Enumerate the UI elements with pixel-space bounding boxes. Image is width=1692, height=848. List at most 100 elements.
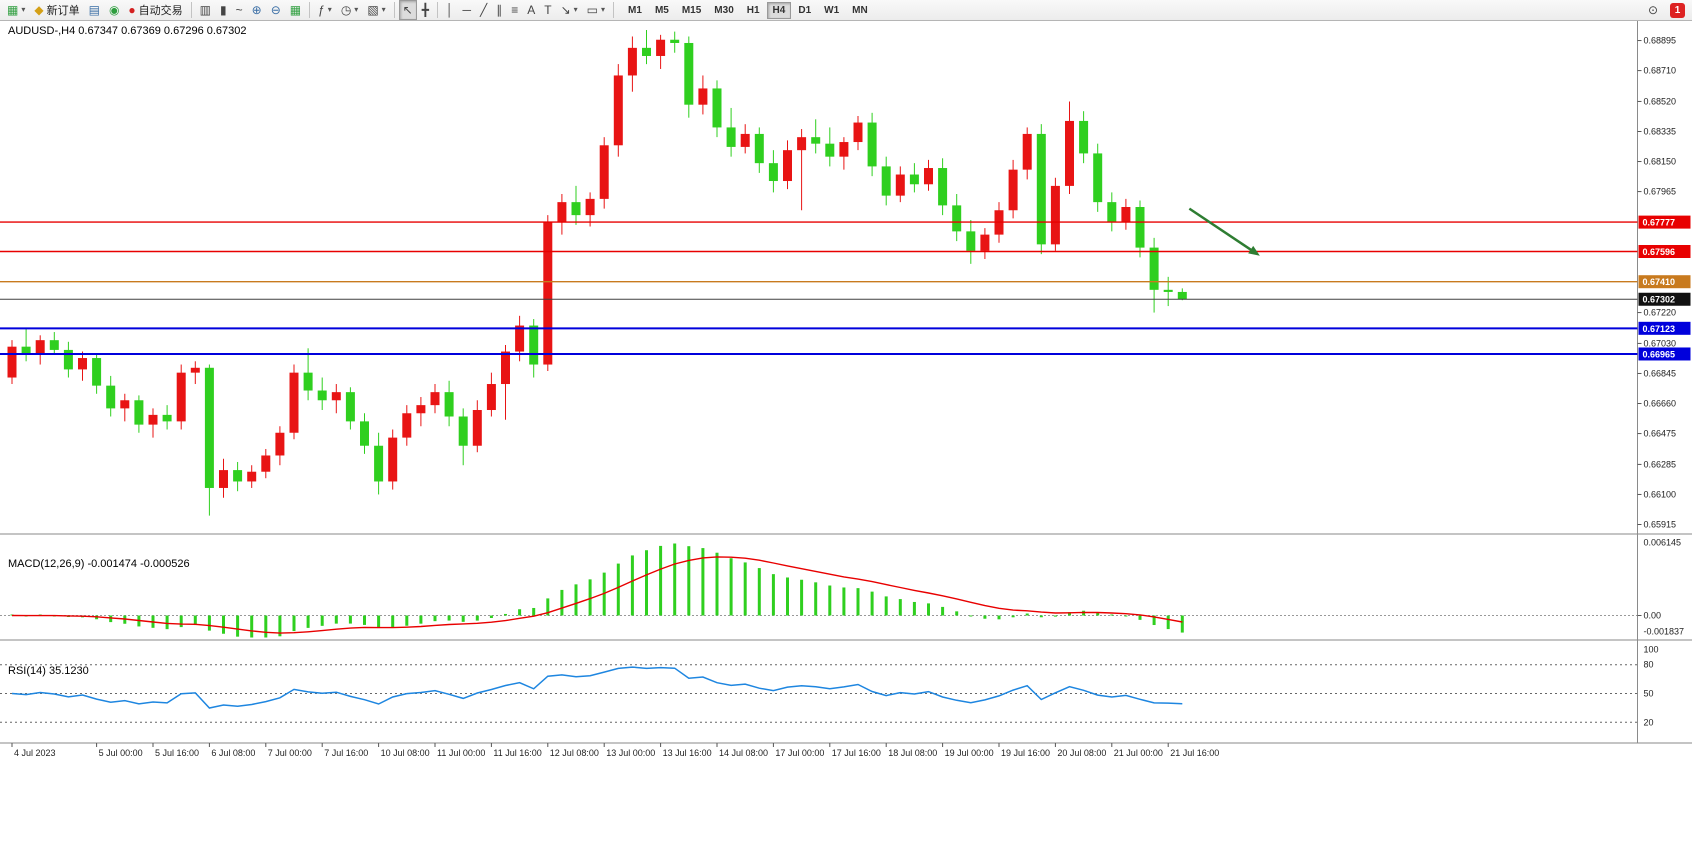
- auto-trading-label: 自动交易: [138, 5, 183, 17]
- macd-bar: [433, 615, 437, 622]
- fibonacci-tool-button[interactable]: ≡: [507, 0, 522, 20]
- market-depth-button[interactable]: ▤: [85, 0, 104, 20]
- macd-axis-zero: 0.00: [1644, 611, 1662, 621]
- cursor-tool-button[interactable]: ↖: [398, 0, 417, 20]
- time-label: 5 Jul 00:00: [99, 748, 143, 758]
- chevron-down-icon: ▾: [327, 5, 332, 14]
- macd-bar: [1096, 612, 1100, 616]
- notification-badge[interactable]: 1: [1670, 2, 1685, 18]
- macd-bar: [306, 615, 310, 628]
- candle-body: [1121, 207, 1131, 222]
- tile-windows-button[interactable]: ▦: [286, 0, 305, 20]
- search-button[interactable]: ⊙: [1644, 0, 1662, 20]
- macd-bar: [757, 568, 761, 616]
- arrows-tool-button[interactable]: ↘ ▾: [557, 0, 582, 20]
- macd-bar: [997, 615, 1001, 620]
- line-chart-button[interactable]: ~: [232, 0, 247, 20]
- price-tick-label: 0.68710: [1644, 66, 1677, 76]
- macd-bar: [786, 577, 789, 616]
- zoom-out-button[interactable]: ⊖: [267, 0, 285, 20]
- chevron-down-icon: ▾: [381, 5, 386, 14]
- candlestick-chart-button[interactable]: ▮: [216, 0, 231, 20]
- price-tick-label: 0.66475: [1644, 429, 1677, 439]
- candle-body: [966, 231, 976, 251]
- horizontal-line-icon: ─: [462, 3, 471, 17]
- macd-bar: [109, 615, 113, 623]
- tf-m5-button[interactable]: M5: [654, 4, 669, 16]
- new-order-button[interactable]: ◆ 新订单: [30, 0, 83, 20]
- trendline-tool-button[interactable]: ╱: [476, 0, 491, 20]
- shapes-tool-button[interactable]: ▭ ▾: [583, 0, 609, 20]
- tf-m15-button[interactable]: M15: [681, 4, 702, 16]
- market-depth-icon: ▤: [88, 3, 100, 17]
- periods-button[interactable]: ◷ ▾: [337, 0, 363, 20]
- price-tick-label: 0.67965: [1644, 187, 1677, 197]
- candle-body: [219, 470, 228, 488]
- signals-button[interactable]: ◉: [105, 0, 123, 20]
- new-chart-button[interactable]: ▦ ▾: [3, 0, 29, 20]
- price-tag-label: 0.67410: [1643, 277, 1676, 287]
- candle-body: [458, 416, 468, 446]
- tf-mn-button[interactable]: MN: [852, 4, 868, 16]
- macd-bar: [504, 613, 507, 616]
- tf-m1-button[interactable]: M1: [628, 4, 642, 16]
- macd-bar: [856, 588, 860, 616]
- candle-body: [233, 470, 243, 482]
- candle-body: [1050, 185, 1060, 245]
- bar-chart-button[interactable]: ▥: [196, 0, 215, 20]
- price-tag-label: 0.67777: [1643, 218, 1676, 228]
- macd-bar: [588, 579, 592, 616]
- bid-price-tag: [1638, 292, 1691, 306]
- price-tag-label: 0.67596: [1643, 247, 1676, 257]
- templates-button[interactable]: ▧ ▾: [363, 0, 389, 20]
- candle-body: [1079, 120, 1089, 154]
- candle-body: [1163, 289, 1173, 292]
- price-tick-label: 0.67030: [1644, 338, 1677, 348]
- macd-bar: [1082, 610, 1086, 616]
- price-tick-label: 0.66660: [1644, 399, 1677, 409]
- text-tool-button[interactable]: A: [523, 0, 539, 20]
- tf-w1-button[interactable]: W1: [824, 4, 840, 16]
- indicators-button[interactable]: ƒ ▾: [314, 0, 336, 20]
- time-label: 10 Jul 08:00: [381, 748, 430, 758]
- horizontal-line-tool-button[interactable]: ─: [458, 0, 475, 20]
- candle-body: [1093, 153, 1103, 203]
- tf-m30-button[interactable]: M30: [714, 4, 734, 16]
- auto-trading-button[interactable]: ● 自动交易: [124, 0, 186, 20]
- candle-body: [585, 198, 595, 216]
- macd-bar: [630, 555, 634, 616]
- channel-tool-button[interactable]: ∥: [492, 0, 506, 20]
- macd-bar: [1025, 613, 1029, 616]
- zoom-in-button[interactable]: ⊕: [248, 0, 266, 20]
- arrow-annotation-head[interactable]: [1248, 245, 1260, 256]
- price-tick-label: 0.66845: [1644, 368, 1677, 378]
- crosshair-icon: ╋: [421, 3, 429, 17]
- time-label: 13 Jul 00:00: [606, 748, 655, 758]
- candle-body: [825, 143, 835, 157]
- time-label: 7 Jul 16:00: [324, 748, 368, 758]
- chevron-down-icon: ▾: [573, 5, 578, 14]
- macd-bar: [828, 585, 832, 616]
- candle-body: [599, 145, 609, 199]
- vertical-line-tool-button[interactable]: │: [442, 0, 458, 20]
- candle-body: [571, 202, 581, 216]
- macd-bar: [348, 615, 352, 624]
- candle-body: [92, 358, 102, 386]
- candle-body: [768, 163, 778, 182]
- candle-body: [444, 392, 454, 417]
- tf-h4-button[interactable]: H4: [766, 1, 792, 19]
- price-chart[interactable]: 0.690800.688950.687100.685200.683350.681…: [0, 0, 1692, 828]
- crosshair-tool-button[interactable]: ╋: [418, 0, 433, 20]
- clock-icon: ◷: [340, 3, 352, 17]
- tf-d1-button[interactable]: D1: [798, 4, 812, 16]
- candle-body: [35, 340, 45, 355]
- macd-bar: [546, 598, 550, 616]
- macd-bar: [645, 550, 648, 616]
- label-tool-button[interactable]: T: [540, 0, 555, 20]
- macd-bar: [616, 563, 620, 616]
- tf-h1-button[interactable]: H1: [746, 4, 760, 16]
- macd-bar: [1068, 612, 1071, 616]
- arrow-annotation[interactable]: [1188, 207, 1254, 253]
- macd-bar: [10, 614, 14, 616]
- macd-bar: [278, 615, 282, 637]
